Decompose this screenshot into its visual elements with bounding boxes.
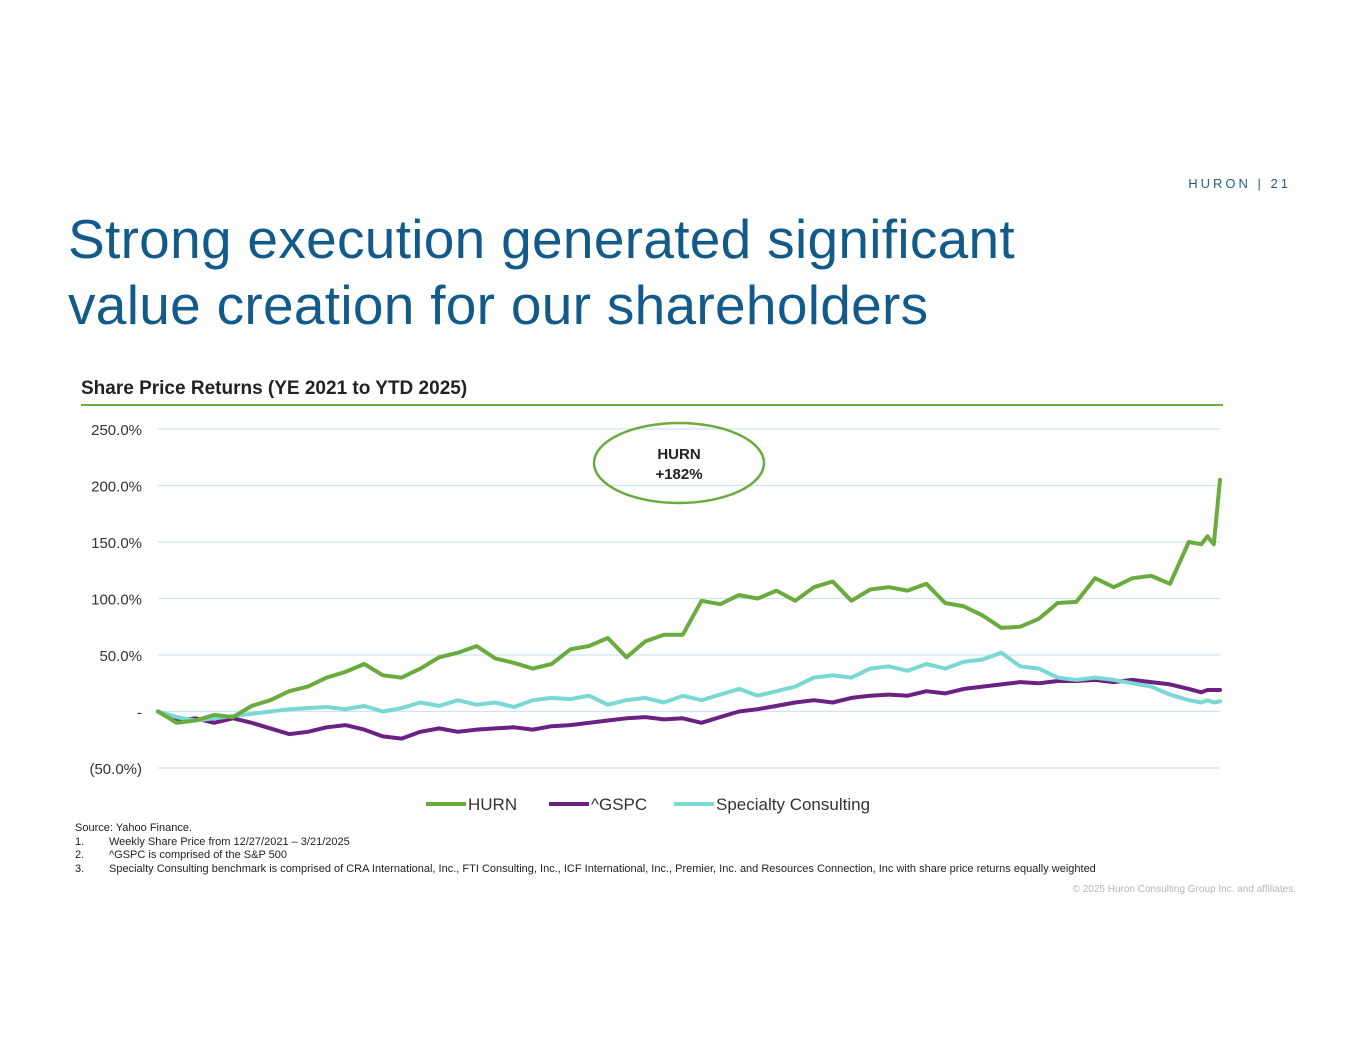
- footnote-2: 2. ^GSPC is comprised of the S&P 500: [75, 849, 1096, 863]
- footnote-3: 3. Specialty Consulting benchmark is com…: [75, 863, 1096, 877]
- series-line-specialty-consulting: [156, 650, 1222, 723]
- hurn-callout-label: HURN: [657, 446, 700, 463]
- chart-title-rule: [81, 404, 1223, 406]
- title-line-1: Strong execution generated significant: [68, 208, 1016, 270]
- legend-label--gspc: ^GSPC: [591, 795, 647, 814]
- y-tick-label-5: -: [137, 705, 142, 722]
- title-line-2: value creation for our shareholders: [68, 274, 929, 336]
- y-tick-label-2: 150.0%: [91, 535, 142, 552]
- y-tick-label-3: 100.0%: [91, 592, 142, 609]
- y-tick-label-6: (50.0%): [89, 761, 142, 778]
- copyright: © 2025 Huron Consulting Group Inc. and a…: [1072, 884, 1296, 895]
- y-tick-label-1: 200.0%: [91, 479, 142, 496]
- footnote-2-num: 2.: [75, 849, 85, 861]
- legend-label-hurn: HURN: [468, 795, 517, 814]
- y-tick-label-4: 50.0%: [99, 648, 142, 665]
- footnote-2-text: ^GSPC is comprised of the S&P 500: [109, 849, 287, 861]
- page-label: HURON | 21: [1188, 176, 1291, 191]
- footnote-1-num: 1.: [75, 835, 85, 848]
- footnote-1: 1. Weekly Share Price from 12/27/2021 – …: [75, 836, 1096, 850]
- footnote-1-text: Weekly Share Price from 12/27/2021 – 3/2…: [109, 835, 350, 848]
- footnote-3-num: 3.: [75, 862, 85, 875]
- hurn-callout-value: +182%: [655, 466, 702, 483]
- hurn-callout-ellipse: [592, 421, 766, 505]
- share-price-chart: 250.0% 200.0% 150.0% 100.0% 50.0% - (50.0%) HU…: [89, 421, 1222, 814]
- y-tick-label-0: 250.0%: [91, 422, 142, 439]
- footnotes: Source: Yahoo Finance. 1. Weekly Share P…: [75, 822, 1096, 876]
- footnote-3-text: Specialty Consulting benchmark is compri…: [109, 862, 1096, 875]
- chart-title: Share Price Returns (YE 2021 to YTD 2025…: [81, 378, 468, 399]
- legend-label-specialty-consulting: Specialty Consulting: [716, 795, 870, 814]
- footnote-source: Source: Yahoo Finance.: [75, 822, 193, 834]
- page-title: Strong execution generated significant v…: [68, 206, 1268, 338]
- series-line-hurn: [156, 477, 1222, 725]
